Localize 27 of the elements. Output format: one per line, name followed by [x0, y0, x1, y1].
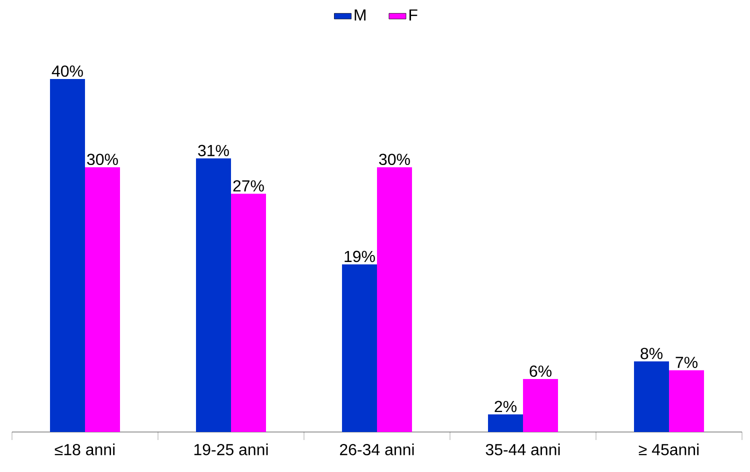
data-label: 30%: [87, 154, 118, 166]
data-label: 7%: [676, 356, 698, 368]
data-label: 2%: [494, 400, 516, 412]
legend-label: M: [354, 9, 366, 20]
bar: [231, 194, 266, 432]
data-label: 30%: [379, 154, 410, 166]
bar: [669, 370, 704, 432]
bar: [196, 158, 232, 432]
x-tick-label: 35-44 anni: [486, 444, 560, 456]
data-label: 27%: [233, 180, 264, 192]
bar: [488, 414, 524, 432]
bar: [342, 264, 378, 432]
x-tick-label: 19-25 anni: [194, 444, 268, 456]
bar: [85, 167, 120, 432]
bar: [634, 361, 670, 432]
data-label: 6%: [530, 366, 552, 377]
bar: [523, 379, 558, 432]
data-label: 31%: [198, 144, 229, 156]
x-tick-label: ≤18 anni: [54, 444, 115, 456]
data-label: 40%: [52, 65, 83, 77]
x-tick-label: ≥ 45anni: [638, 444, 699, 456]
data-label: 8%: [640, 348, 662, 360]
bar: [377, 167, 412, 432]
x-tick-label: 26-34 anni: [340, 444, 414, 456]
legend-label: F: [409, 9, 418, 20]
bar: [50, 78, 85, 432]
data-label: 19%: [344, 250, 375, 262]
